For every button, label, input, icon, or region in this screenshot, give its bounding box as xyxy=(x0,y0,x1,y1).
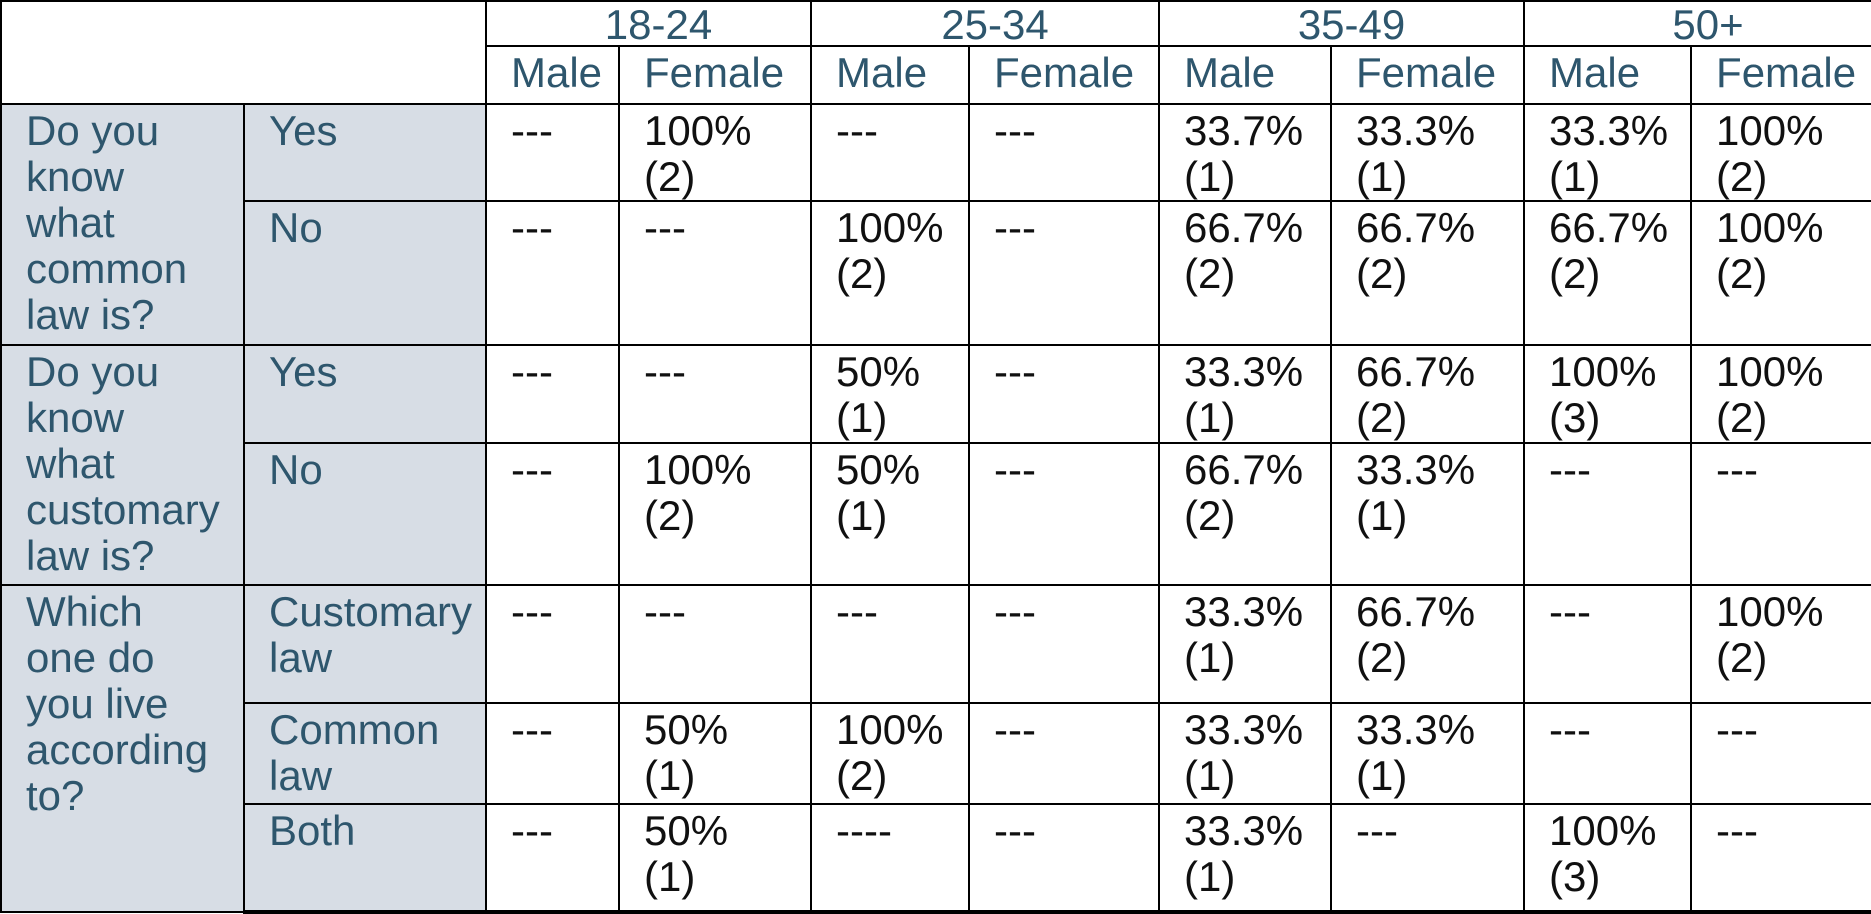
data-cell: 100% (2) xyxy=(617,442,813,586)
data-cell: --- xyxy=(810,103,971,202)
data-cell: --- xyxy=(1690,442,1871,586)
gender-header-cell: Female xyxy=(968,45,1161,105)
gender-header-cell: Female xyxy=(1330,45,1526,105)
age-group-header: 25-34 xyxy=(810,0,1161,47)
data-cell: 100% (2) xyxy=(810,200,971,346)
data-cell: ---- xyxy=(810,803,971,914)
gender-header-cell: Female xyxy=(1690,45,1871,105)
data-cell: 33.7% (1) xyxy=(1158,103,1333,202)
data-cell: 66.7% (2) xyxy=(1330,200,1526,346)
data-cell: 66.7% (2) xyxy=(1158,442,1333,586)
data-cell: 66.7% (2) xyxy=(1523,200,1693,346)
table-row: No --- 100% (2) 50% (1) --- 66.7% (2) 33… xyxy=(1,442,1871,586)
answer-cell: Both xyxy=(243,803,487,914)
age-group-header: 50+ xyxy=(1523,0,1871,47)
data-cell: --- xyxy=(1690,702,1871,805)
answer-cell: No xyxy=(243,200,487,346)
data-cell: 100% (3) xyxy=(1523,803,1693,914)
gender-header-cell: Male xyxy=(1158,45,1333,105)
age-group-header-row: 18-24 25-34 35-49 50+ xyxy=(0,0,1871,105)
data-cell: 50% (1) xyxy=(810,442,971,586)
table-row: Do you know what common law is? Yes --- … xyxy=(0,103,1871,346)
answer-cell: Customary law xyxy=(243,584,487,704)
gender-header-cell: Male xyxy=(810,45,971,105)
table-row: Which one do you live according to? Cust… xyxy=(0,584,1871,913)
data-cell: 33.3% (1) xyxy=(1330,442,1526,586)
data-cell: --- xyxy=(968,344,1161,444)
question-cell: Which one do you live according to? xyxy=(0,584,245,913)
data-cell: 33.3% (1) xyxy=(1158,803,1333,914)
data-cell: --- xyxy=(1523,584,1693,704)
data-cell: 50% (1) xyxy=(617,702,813,805)
data-cell: --- xyxy=(1523,442,1693,586)
data-cell: --- xyxy=(968,200,1161,346)
table-row: Common law --- 50% (1) 100% (2) --- 33.3… xyxy=(1,702,1871,805)
data-cell: 100% (2) xyxy=(1690,103,1871,202)
data-cell: --- xyxy=(485,803,620,914)
data-cell: 33.3% (1) xyxy=(1330,103,1526,202)
data-cell: --- xyxy=(485,200,620,346)
table-row: Do you know what customary law is? Yes -… xyxy=(0,344,1871,586)
answer-cell: Common law xyxy=(243,702,487,805)
data-cell: --- xyxy=(810,584,971,704)
data-cell: 100% (2) xyxy=(810,702,971,805)
data-cell: 50% (1) xyxy=(617,803,813,914)
data-cell: --- xyxy=(968,702,1161,805)
data-cell: 33.3% (1) xyxy=(1158,344,1333,444)
data-cell: 66.7% (2) xyxy=(1158,200,1333,346)
data-cell: 33.3% (1) xyxy=(1158,584,1333,704)
data-cell: 100% (2) xyxy=(1690,584,1871,704)
data-cell: --- xyxy=(485,103,620,202)
data-cell: --- xyxy=(485,584,620,704)
data-cell: 100% (3) xyxy=(1523,344,1693,444)
gender-header-cell: Female xyxy=(617,45,813,105)
answer-cell: No xyxy=(243,442,487,586)
data-cell: --- xyxy=(1523,702,1693,805)
data-cell: 66.7% (2) xyxy=(1330,344,1526,444)
data-cell: --- xyxy=(485,344,620,444)
answer-cell: Yes xyxy=(243,103,487,202)
corner-cell xyxy=(0,0,487,105)
data-cell: 33.3% (1) xyxy=(1523,103,1693,202)
data-cell: --- xyxy=(968,442,1161,586)
data-cell: --- xyxy=(1330,803,1526,914)
data-cell: 33.3% (1) xyxy=(1158,702,1333,805)
gender-header-cell: Male xyxy=(1523,45,1693,105)
data-cell: 100% (2) xyxy=(617,103,813,202)
data-cell: 33.3% (1) xyxy=(1330,702,1526,805)
data-cell: --- xyxy=(1690,803,1871,914)
data-cell: --- xyxy=(968,803,1161,914)
table-row: Both --- 50% (1) ---- --- 33.3% (1) --- … xyxy=(1,803,1871,914)
data-cell: --- xyxy=(485,442,620,586)
data-cell: --- xyxy=(968,103,1161,202)
data-cell: --- xyxy=(617,344,813,444)
data-cell: 50% (1) xyxy=(810,344,971,444)
gender-header-row: Male Female Male Female Male Female Male… xyxy=(1,45,1871,105)
data-cell: --- xyxy=(968,584,1161,704)
data-cell: 100% (2) xyxy=(1690,344,1871,444)
age-group-header: 35-49 xyxy=(1158,0,1526,47)
gender-header-cell: Male xyxy=(485,45,620,105)
age-group-header: 18-24 xyxy=(484,0,813,47)
data-cell: 66.7% (2) xyxy=(1330,584,1526,704)
data-cell: --- xyxy=(617,200,813,346)
answer-cell: Yes xyxy=(243,344,487,444)
question-cell: Do you know what common law is? xyxy=(0,103,245,346)
data-cell: 100% (2) xyxy=(1690,200,1871,346)
table-row: No --- --- 100% (2) --- 66.7% (2) 66.7% … xyxy=(1,200,1871,346)
question-cell: Do you know what customary law is? xyxy=(0,344,245,586)
data-cell: --- xyxy=(485,702,620,805)
data-cell: --- xyxy=(617,584,813,704)
